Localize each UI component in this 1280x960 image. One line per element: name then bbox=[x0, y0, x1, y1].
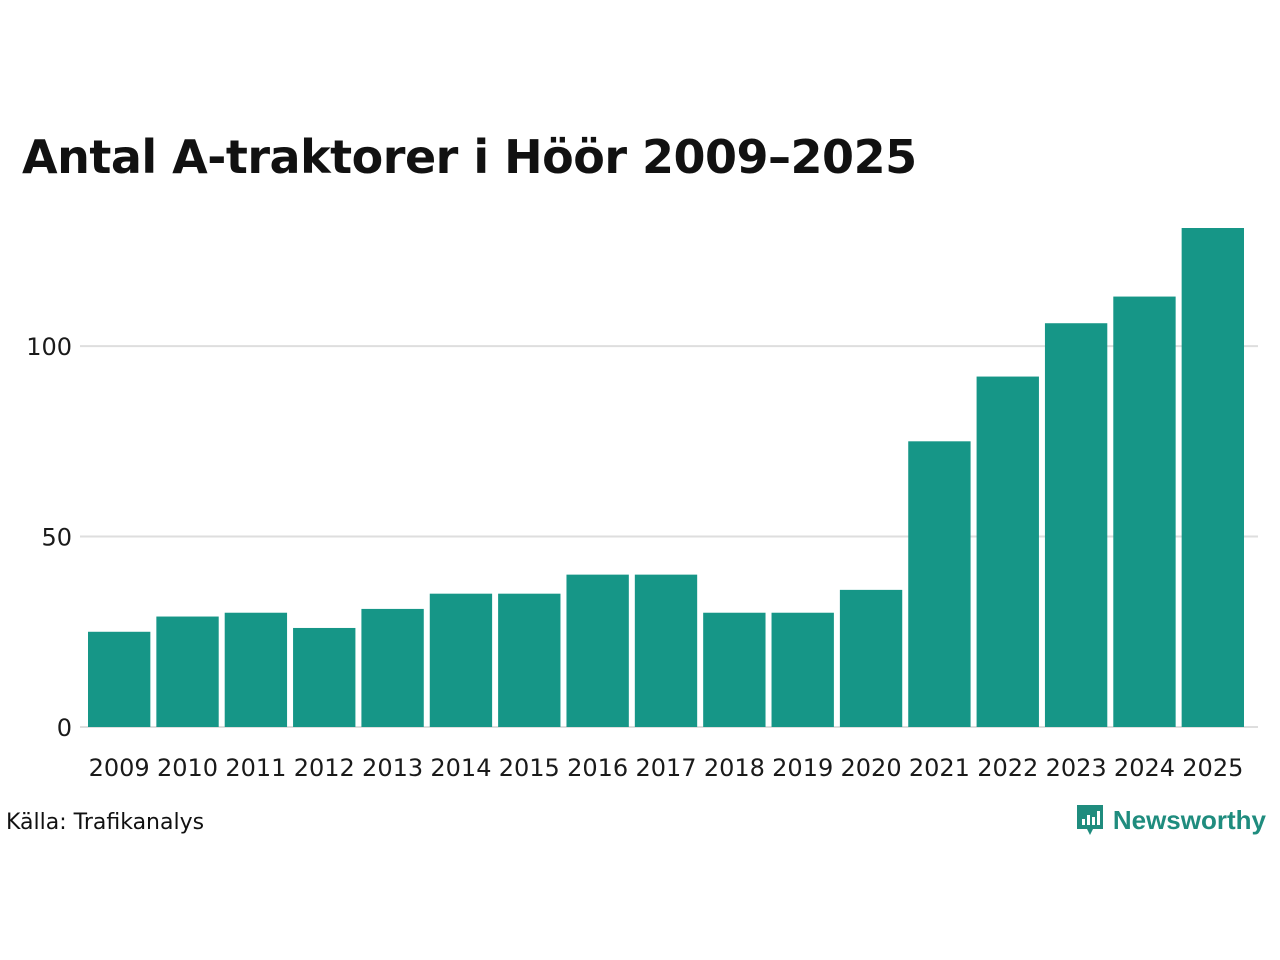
bar-2018 bbox=[703, 612, 766, 727]
x-tick-label: 2023 bbox=[1046, 754, 1107, 782]
bar-2025 bbox=[1181, 228, 1244, 727]
x-tick-label: 2013 bbox=[362, 754, 423, 782]
x-tick-label: 2018 bbox=[704, 754, 765, 782]
x-tick-label: 2020 bbox=[841, 754, 902, 782]
y-tick-label: 0 bbox=[57, 714, 72, 742]
bar-2022 bbox=[976, 376, 1039, 727]
bar-2009 bbox=[88, 631, 151, 727]
x-tick-label: 2025 bbox=[1182, 754, 1243, 782]
newsworthy-logo-icon bbox=[1076, 805, 1103, 835]
y-tick-label: 50 bbox=[41, 524, 72, 552]
x-tick-label: 2022 bbox=[977, 754, 1038, 782]
x-tick-label: 2024 bbox=[1114, 754, 1175, 782]
x-tick-label: 2016 bbox=[567, 754, 628, 782]
x-tick-label: 2011 bbox=[225, 754, 286, 782]
bar-2024 bbox=[1113, 296, 1176, 727]
bar-2016 bbox=[566, 574, 629, 727]
x-tick-label: 2015 bbox=[499, 754, 560, 782]
bar-2011 bbox=[224, 612, 288, 727]
x-axis: 2009 2010 2011 2012 2013 2014 2015 2016 2017 2018… bbox=[89, 754, 1244, 782]
bar-2014 bbox=[429, 593, 493, 727]
x-tick-label: 2009 bbox=[89, 754, 150, 782]
bar-2013 bbox=[361, 608, 424, 727]
bars bbox=[88, 228, 1244, 727]
bar-2012 bbox=[293, 627, 356, 727]
bar-2023 bbox=[1044, 323, 1108, 727]
y-axis: 0 50 100 bbox=[26, 333, 72, 742]
bar-2015 bbox=[498, 593, 561, 727]
bar-2017 bbox=[634, 574, 698, 727]
x-tick-label: 2021 bbox=[909, 754, 970, 782]
x-tick-label: 2019 bbox=[772, 754, 833, 782]
bar-2020 bbox=[839, 589, 903, 727]
bar-2010 bbox=[156, 616, 219, 727]
brand-name: Newsworthy bbox=[1112, 804, 1266, 835]
bar-2021 bbox=[908, 441, 971, 727]
brand-logo: Newsworthy bbox=[1075, 803, 1266, 837]
bar-2019 bbox=[771, 612, 834, 727]
x-tick-label: 2017 bbox=[635, 754, 696, 782]
x-tick-label: 2012 bbox=[294, 754, 355, 782]
y-tick-label: 100 bbox=[26, 333, 72, 361]
x-tick-label: 2010 bbox=[157, 754, 218, 782]
chart-title: Antal A-traktorer i Höör 2009–2025 bbox=[22, 130, 917, 184]
x-tick-label: 2014 bbox=[430, 754, 491, 782]
source-note: Källa: Trafikanalys bbox=[6, 810, 205, 835]
